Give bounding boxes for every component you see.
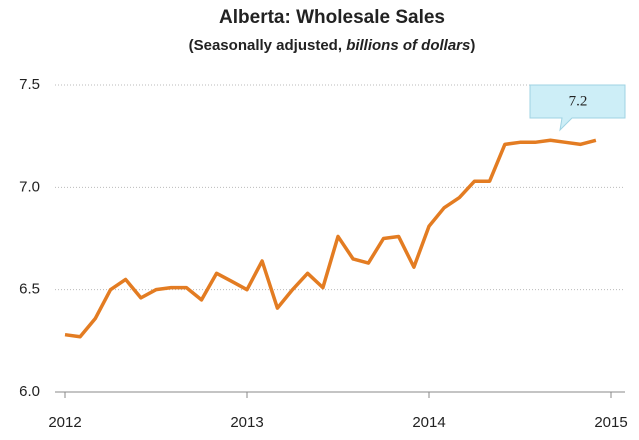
subtitle-part: billions of dollars xyxy=(346,37,470,54)
x-tick-label: 2015 xyxy=(594,414,627,431)
y-tick-label: 6.0 xyxy=(19,383,40,400)
line xyxy=(64,138,597,339)
x-tick-label: 2012 xyxy=(48,414,81,431)
y-tick-label: 7.5 xyxy=(19,76,40,93)
x-tick-label: 2014 xyxy=(412,414,445,431)
x-tick-label: 2013 xyxy=(230,414,263,431)
callout xyxy=(529,84,626,132)
subtitle-part: (Seasonally adjusted, xyxy=(189,37,347,54)
chart-title: Alberta: Wholesale Sales xyxy=(219,7,445,28)
y-tick-label: 6.5 xyxy=(19,281,40,298)
annotation: 7.2 xyxy=(569,93,588,109)
subtitle-part: ) xyxy=(470,37,475,54)
chart-subtitle: (Seasonally adjusted, billions of dollar… xyxy=(189,37,476,54)
y-tick-label: 7.0 xyxy=(19,178,40,195)
